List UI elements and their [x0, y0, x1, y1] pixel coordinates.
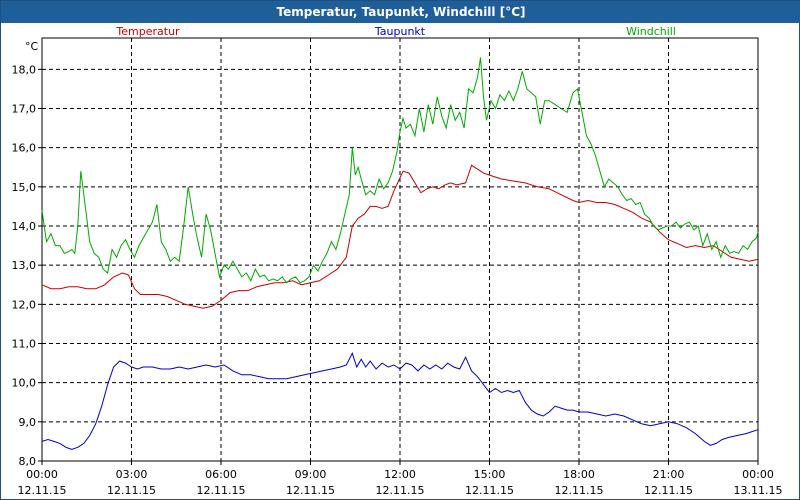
x-tick-time: 12:00: [384, 468, 416, 481]
y-tick-label: 11,0: [12, 338, 37, 351]
x-tick-time: 09:00: [295, 468, 327, 481]
y-tick-label: 16,0: [12, 142, 37, 155]
y-tick-label: 10,0: [12, 377, 37, 390]
y-tick-label: 9,0: [19, 416, 37, 429]
x-tick-time: 15:00: [474, 468, 506, 481]
y-tick-label: 13,0: [12, 259, 37, 272]
x-axis: 00:00 12.11.15 03:00 12.11.15 06:00 12.11.15 0…: [18, 461, 783, 497]
chart-title: Temperatur, Taupunkt, Windchill [°C]: [1, 1, 800, 23]
y-axis: 8,0 9,0 10,0 11,0 12,0 13,0 14,0 15,0 16,0 17,0 18…: [12, 63, 42, 468]
x-tick-date: 12.11.15: [376, 484, 425, 497]
legend: Temperatur Taupunkt Windchill: [115, 25, 676, 38]
x-tick-date: 13.11.15: [734, 484, 783, 497]
y-tick-label: 15,0: [12, 181, 37, 194]
x-tick-time: 03:00: [116, 468, 148, 481]
x-tick-time: 00:00: [742, 468, 774, 481]
x-tick-date: 12.11.15: [107, 484, 156, 497]
x-tick-time: 00:00: [26, 468, 58, 481]
x-tick-date: 12.11.15: [555, 484, 604, 497]
series-line-taupunkt: [41, 351, 759, 450]
series-line-temperatur: [41, 164, 759, 309]
x-tick-date: 12.11.15: [18, 484, 67, 497]
x-tick-time: 18:00: [563, 468, 595, 481]
legend-temperatur: Temperatur: [115, 25, 180, 38]
y-unit-label: °C: [25, 40, 39, 53]
legend-windchill: Windchill: [626, 25, 676, 38]
x-tick-time: 21:00: [653, 468, 685, 481]
y-tick-label: 12,0: [12, 298, 37, 311]
y-tick-label: 8,0: [19, 455, 37, 468]
y-tick-label: 17,0: [12, 103, 37, 116]
legend-taupunkt: Taupunkt: [374, 25, 426, 38]
y-tick-label: 18,0: [12, 63, 37, 76]
x-tick-time: 06:00: [205, 468, 237, 481]
series-layer: [41, 57, 759, 450]
grid-lines: [42, 38, 758, 462]
x-tick-date: 12.11.15: [197, 484, 246, 497]
y-tick-label: 14,0: [12, 220, 37, 233]
x-tick-date: 12.11.15: [465, 484, 514, 497]
series-line-windchill: [41, 57, 759, 284]
x-tick-date: 12.11.15: [644, 484, 693, 497]
x-tick-date: 12.11.15: [286, 484, 335, 497]
